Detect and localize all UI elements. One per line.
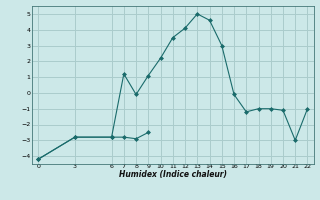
X-axis label: Humidex (Indice chaleur): Humidex (Indice chaleur) (119, 170, 227, 179)
